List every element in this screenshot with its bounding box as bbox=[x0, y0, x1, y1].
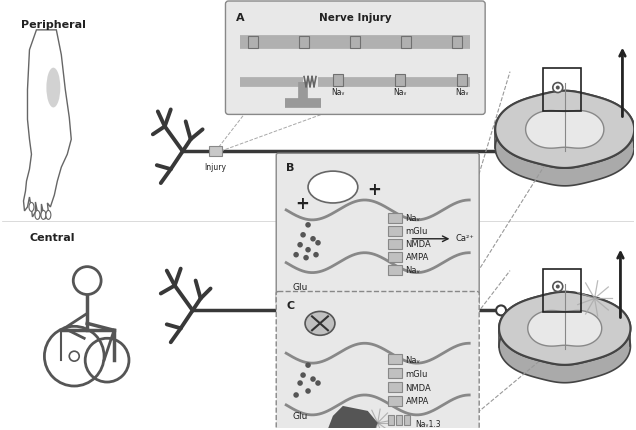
Polygon shape bbox=[499, 292, 630, 365]
FancyBboxPatch shape bbox=[276, 292, 479, 430]
Text: Naᵥ: Naᵥ bbox=[406, 266, 420, 275]
Ellipse shape bbox=[46, 210, 51, 219]
Text: Naᵥ: Naᵥ bbox=[331, 88, 345, 96]
Text: Ca²⁺: Ca²⁺ bbox=[455, 234, 474, 243]
Bar bbox=[388, 226, 401, 236]
Bar bbox=[396, 415, 401, 425]
Ellipse shape bbox=[35, 210, 40, 219]
Circle shape bbox=[310, 376, 316, 382]
Bar bbox=[388, 354, 401, 364]
Circle shape bbox=[313, 252, 319, 258]
Text: AMPA: AMPA bbox=[406, 253, 429, 262]
Text: Naᵥ: Naᵥ bbox=[406, 215, 420, 223]
Circle shape bbox=[315, 240, 321, 246]
Bar bbox=[350, 36, 360, 48]
Bar bbox=[452, 36, 462, 48]
Circle shape bbox=[315, 380, 321, 386]
Text: B: B bbox=[286, 163, 294, 173]
Bar bbox=[388, 239, 401, 249]
Circle shape bbox=[553, 83, 563, 92]
Bar bbox=[333, 74, 343, 86]
Circle shape bbox=[305, 222, 311, 227]
Text: +: + bbox=[368, 181, 382, 199]
Text: A: A bbox=[237, 13, 245, 23]
Text: mGlu: mGlu bbox=[406, 370, 428, 378]
Circle shape bbox=[293, 252, 299, 258]
Circle shape bbox=[297, 242, 303, 248]
Text: Naᵥ: Naᵥ bbox=[455, 88, 469, 96]
Text: Central: Central bbox=[29, 233, 75, 243]
Bar bbox=[401, 36, 411, 48]
Bar bbox=[543, 68, 581, 111]
Circle shape bbox=[305, 388, 311, 394]
Polygon shape bbox=[528, 310, 602, 346]
Circle shape bbox=[496, 146, 506, 156]
Polygon shape bbox=[499, 310, 630, 383]
Text: Naᵥ1.3: Naᵥ1.3 bbox=[415, 421, 441, 429]
Bar bbox=[388, 213, 401, 223]
Polygon shape bbox=[495, 91, 634, 168]
Bar bbox=[388, 368, 401, 378]
Circle shape bbox=[305, 362, 311, 368]
FancyBboxPatch shape bbox=[276, 153, 479, 304]
Text: Glu: Glu bbox=[293, 283, 308, 292]
Text: +: + bbox=[295, 195, 309, 213]
Text: Injury: Injury bbox=[205, 163, 226, 172]
Ellipse shape bbox=[308, 171, 358, 203]
Circle shape bbox=[556, 285, 560, 289]
Bar bbox=[388, 264, 401, 275]
Bar bbox=[388, 382, 401, 392]
Circle shape bbox=[300, 372, 306, 378]
Polygon shape bbox=[495, 109, 634, 186]
Text: Nerve Injury: Nerve Injury bbox=[319, 13, 392, 23]
Text: NMDA: NMDA bbox=[406, 384, 431, 393]
Circle shape bbox=[73, 267, 101, 295]
Ellipse shape bbox=[305, 311, 335, 335]
Circle shape bbox=[305, 247, 311, 252]
Text: mGlu: mGlu bbox=[406, 227, 428, 236]
Bar bbox=[395, 74, 405, 86]
Bar bbox=[248, 36, 258, 48]
Bar bbox=[543, 269, 581, 313]
Circle shape bbox=[300, 232, 306, 238]
Polygon shape bbox=[495, 91, 634, 168]
Bar bbox=[388, 396, 401, 406]
Circle shape bbox=[556, 86, 560, 89]
Text: NMDA: NMDA bbox=[406, 240, 431, 249]
Circle shape bbox=[553, 282, 563, 292]
Text: Naᵥ: Naᵥ bbox=[406, 356, 420, 365]
Ellipse shape bbox=[29, 203, 34, 212]
Polygon shape bbox=[24, 30, 71, 219]
Bar bbox=[404, 415, 410, 425]
Polygon shape bbox=[328, 406, 378, 430]
Bar bbox=[457, 74, 467, 86]
Bar bbox=[209, 146, 223, 156]
Circle shape bbox=[297, 380, 303, 386]
Text: Naᵥ: Naᵥ bbox=[393, 88, 407, 96]
Circle shape bbox=[310, 236, 316, 242]
Circle shape bbox=[303, 255, 309, 261]
Bar bbox=[388, 415, 394, 425]
Text: Glu: Glu bbox=[293, 412, 308, 421]
Ellipse shape bbox=[46, 68, 60, 108]
Text: C: C bbox=[286, 301, 294, 311]
Polygon shape bbox=[499, 292, 630, 365]
Circle shape bbox=[293, 392, 299, 398]
Text: AMPA: AMPA bbox=[406, 397, 429, 406]
Bar bbox=[300, 36, 309, 48]
Circle shape bbox=[496, 305, 506, 315]
Text: Peripheral: Peripheral bbox=[21, 20, 86, 30]
Ellipse shape bbox=[41, 210, 46, 219]
Polygon shape bbox=[525, 111, 604, 148]
FancyBboxPatch shape bbox=[226, 1, 485, 114]
Bar bbox=[388, 252, 401, 262]
